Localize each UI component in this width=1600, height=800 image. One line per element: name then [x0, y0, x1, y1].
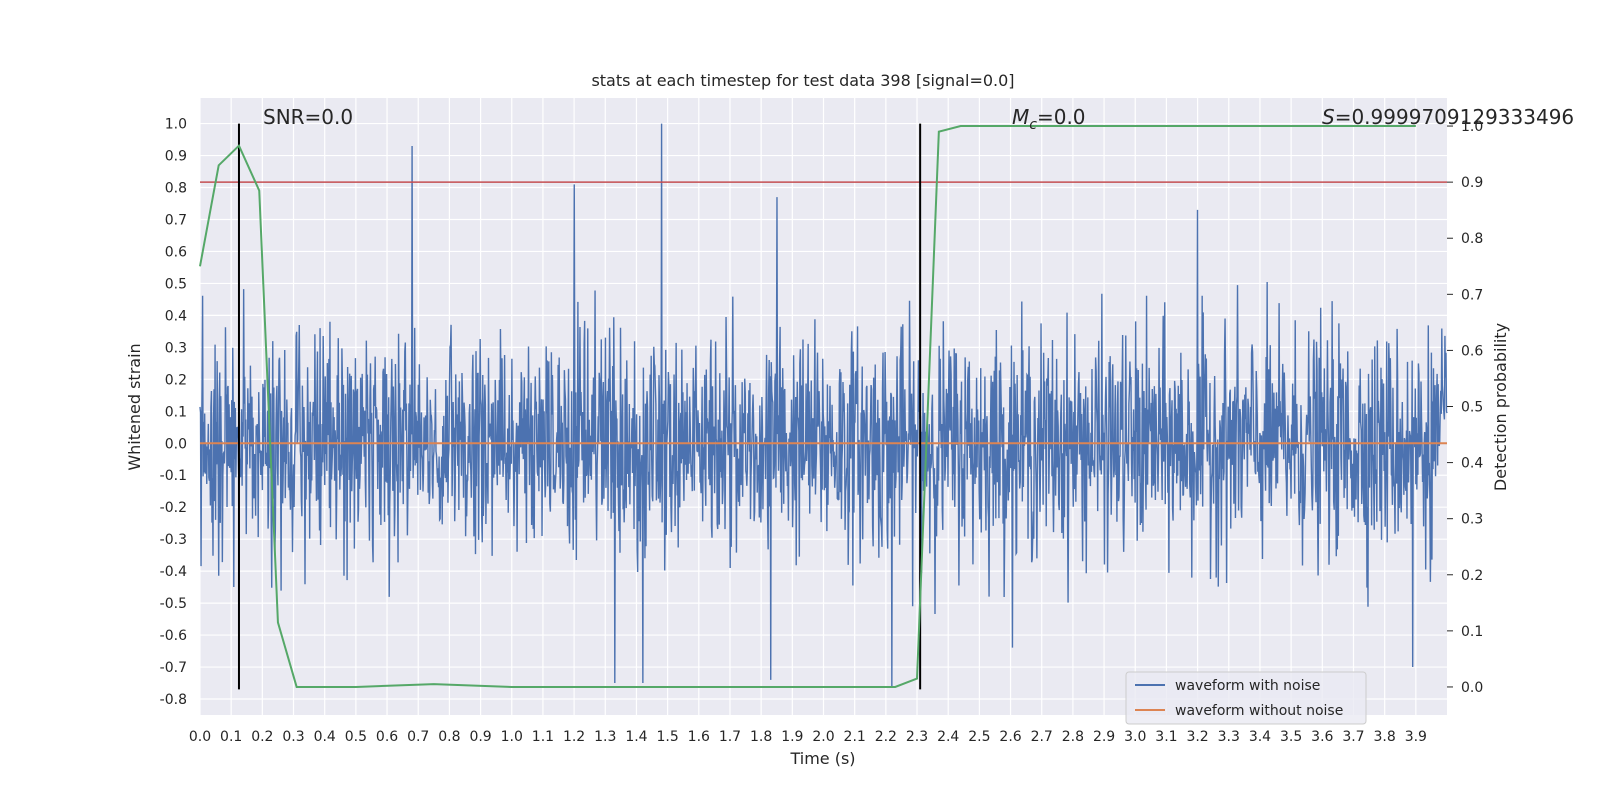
detection-probability-series	[199, 125, 1416, 688]
y-left-tick-label: -0.3	[160, 532, 187, 548]
x-tick-label: 2.0	[812, 729, 834, 745]
y-left-tick-label: 0.1	[165, 404, 187, 420]
mc-value: =0.0	[1037, 105, 1086, 129]
y-left-tick-label: -0.2	[160, 500, 187, 516]
y-left-tick-label: -0.5	[160, 596, 187, 612]
waveform-with-noise-series	[199, 123, 1448, 687]
x-tick-label: 0.5	[345, 729, 367, 745]
legend: waveform with noise waveform without noi…	[1125, 671, 1367, 725]
s-symbol: S	[1322, 105, 1335, 129]
x-tick-label: 0.7	[407, 729, 429, 745]
x-tick-label: 2.7	[1031, 729, 1053, 745]
x-tick-label: 3.1	[1155, 729, 1177, 745]
y-left-tick-label: 0.6	[165, 244, 187, 260]
x-tick-label: 0.4	[314, 729, 336, 745]
x-tick-label: 1.7	[719, 729, 741, 745]
x-tick-label: 0.6	[376, 729, 398, 745]
x-tick-label: 1.5	[656, 729, 678, 745]
y-right-tick-label: 0.8	[1461, 231, 1483, 247]
y-left-tick-label: -0.1	[160, 468, 187, 484]
y-right-tick-label: 1.0	[1461, 119, 1483, 135]
y-left-tick-label: 0.2	[165, 372, 187, 388]
mc-annotation: Mc=0.0	[1012, 105, 1086, 133]
y-left-tick-label: -0.6	[160, 628, 187, 644]
y-left-axis-label: Whitened strain	[125, 343, 144, 470]
y-right-tick-label: 0.2	[1461, 568, 1483, 584]
y-right-axis-ticks: 0.0 0.1 0.2 0.3 0.4 0.5 0.6 0.7 0.8 0.9 1.0	[1447, 119, 1483, 696]
y-right-tick-label: 0.6	[1461, 343, 1483, 359]
snr-annotation: SNR=0.0	[263, 105, 353, 129]
y-left-tick-label: 0.5	[165, 276, 187, 292]
x-tick-label: 1.8	[750, 729, 772, 745]
mc-symbol: M	[1012, 105, 1029, 129]
x-tick-label: 2.2	[875, 729, 897, 745]
x-tick-label: 3.2	[1186, 729, 1208, 745]
x-tick-label: 2.4	[937, 729, 959, 745]
x-axis-ticks: 0.0 0.1 0.2 0.3 0.4 0.5 0.6 0.7 0.8 0.9 1.0 1.1 1.2 1…	[189, 729, 1427, 745]
x-tick-label: 1.0	[501, 729, 523, 745]
y-right-tick-label: 0.3	[1461, 512, 1483, 528]
x-tick-label: 1.1	[532, 729, 554, 745]
x-tick-label: 2.5	[968, 729, 990, 745]
x-tick-label: 1.4	[625, 729, 647, 745]
x-tick-label: 0.0	[189, 729, 211, 745]
s-value: =0.9999709129333496	[1335, 105, 1574, 129]
y-right-tick-label: 0.0	[1461, 680, 1483, 696]
y-left-tick-label: 1.0	[165, 117, 187, 133]
x-tick-label: 2.3	[906, 729, 928, 745]
x-tick-label: 0.3	[282, 729, 304, 745]
y-left-tick-label: -0.8	[160, 692, 187, 708]
x-tick-label: 3.4	[1249, 729, 1271, 745]
legend-box	[1125, 671, 1367, 725]
y-right-axis-label: Detection probability	[1491, 323, 1510, 491]
x-tick-label: 0.2	[251, 729, 273, 745]
y-right-tick-label: 0.1	[1461, 624, 1483, 640]
x-tick-label: 1.2	[563, 729, 585, 745]
y-left-tick-label: -0.7	[160, 660, 187, 676]
x-tick-label: 1.6	[688, 729, 710, 745]
y-right-tick-label: 0.5	[1461, 400, 1483, 416]
x-axis-label: Time (s)	[789, 749, 855, 768]
y-left-axis-ticks: -0.8 -0.7 -0.6 -0.5 -0.4 -0.3 -0.2 -0.1 0.0 0.1 0.…	[160, 117, 187, 708]
y-left-tick-label: 0.7	[165, 212, 187, 228]
x-tick-label: 2.6	[999, 729, 1021, 745]
x-tick-label: 0.8	[438, 729, 460, 745]
s-annotation: S=0.9999709129333496	[1322, 105, 1574, 129]
x-tick-label: 2.1	[844, 729, 866, 745]
y-left-tick-label: -0.4	[160, 564, 187, 580]
x-tick-label: 3.8	[1374, 729, 1396, 745]
x-tick-label: 0.9	[469, 729, 491, 745]
x-tick-label: 2.8	[1062, 729, 1084, 745]
x-tick-label: 3.9	[1405, 729, 1427, 745]
y-left-tick-label: 0.3	[165, 340, 187, 356]
x-tick-label: 1.9	[781, 729, 803, 745]
x-tick-label: 3.7	[1342, 729, 1364, 745]
legend-label-clean: waveform without noise	[1175, 703, 1343, 719]
y-left-tick-label: 0.9	[165, 149, 187, 165]
y-right-tick-label: 0.4	[1461, 456, 1483, 472]
x-tick-label: 1.3	[594, 729, 616, 745]
chart-title: stats at each timestep for test data 398…	[591, 71, 1014, 90]
y-right-tick-label: 0.7	[1461, 287, 1483, 303]
x-tick-label: 2.9	[1093, 729, 1115, 745]
y-right-tick-label: 0.9	[1461, 175, 1483, 191]
y-left-tick-label: 0.4	[165, 308, 187, 324]
x-tick-label: 3.5	[1280, 729, 1302, 745]
x-tick-label: 0.1	[220, 729, 242, 745]
x-tick-label: 3.3	[1218, 729, 1240, 745]
mc-subscript: c	[1029, 117, 1037, 133]
legend-label-noise: waveform with noise	[1175, 678, 1320, 694]
y-left-tick-label: 0.0	[165, 436, 187, 452]
y-left-tick-label: 0.8	[165, 181, 187, 197]
waveform-with-noise-line	[199, 123, 1448, 687]
x-tick-label: 3.0	[1124, 729, 1146, 745]
x-tick-label: 3.6	[1311, 729, 1333, 745]
